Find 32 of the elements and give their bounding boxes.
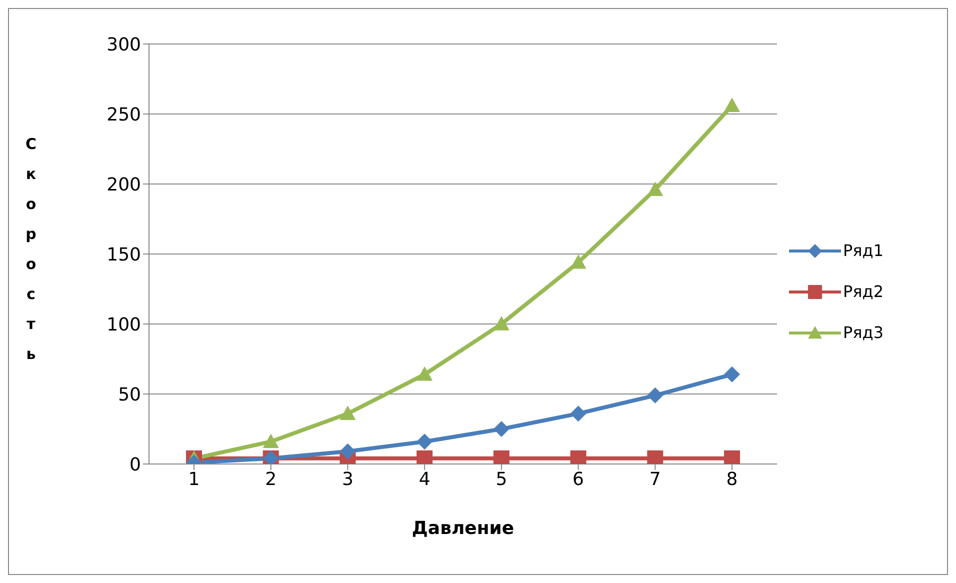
x-tick-label: 2 (265, 468, 277, 490)
y-tick-label: 200 (106, 174, 141, 196)
x-axis-title: Давление (412, 518, 514, 539)
y-tick-label: 150 (106, 244, 141, 266)
point (493, 316, 510, 330)
legend-label: Ряд1 (843, 241, 884, 260)
point (724, 366, 740, 382)
y-tick-label: 0 (130, 454, 141, 476)
point (416, 434, 433, 450)
x-tick-label: 3 (342, 468, 354, 490)
y-tick-label: 300 (106, 34, 141, 56)
legend-label: Ряд3 (843, 323, 884, 342)
point (262, 434, 279, 448)
legend-label: Ряд2 (843, 282, 884, 301)
x-tick-label: 1 (188, 468, 200, 490)
y-tick-label: 50 (118, 384, 141, 406)
x-tick-label: 8 (726, 468, 738, 490)
point (724, 98, 740, 112)
x-tick-label: 5 (496, 468, 508, 490)
point (416, 366, 433, 381)
point (647, 182, 664, 196)
x-tick-label: 4 (418, 468, 430, 490)
point (570, 406, 586, 422)
y-axis-title: Скорость (25, 135, 37, 363)
y-tick-label: 100 (106, 314, 141, 336)
point (493, 421, 510, 437)
x-tick-label: 6 (572, 468, 584, 490)
point (340, 406, 356, 420)
x-tick-label: 7 (649, 468, 661, 490)
y-tick-label: 250 (106, 104, 141, 126)
point (647, 387, 664, 404)
point (340, 443, 356, 460)
